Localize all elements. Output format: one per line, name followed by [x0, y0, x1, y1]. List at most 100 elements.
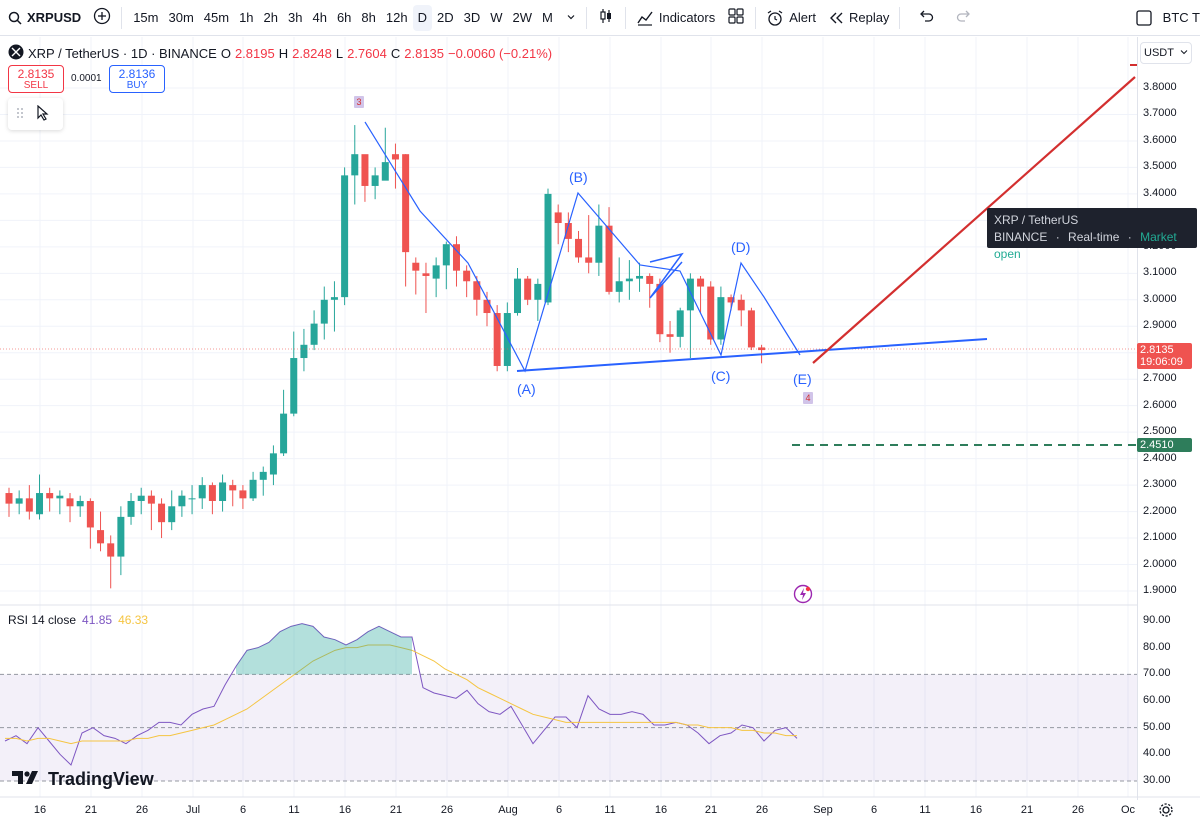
- interval-2h[interactable]: 2h: [263, 10, 279, 25]
- replay-button[interactable]: Replay: [822, 0, 895, 36]
- redo-button[interactable]: [948, 0, 980, 36]
- undo-icon: [918, 9, 934, 26]
- candle-down: [46, 493, 54, 499]
- candlestick-series: [5, 125, 766, 589]
- candle-up: [320, 299, 328, 324]
- buy-button[interactable]: 2.8136 BUY: [109, 65, 165, 93]
- candle-down: [412, 262, 420, 271]
- price-tick: 2.3000: [1143, 478, 1177, 491]
- candle-down: [402, 154, 410, 253]
- interval-2d[interactable]: 2D: [436, 10, 454, 25]
- legend-open: 2.8195: [234, 46, 275, 61]
- sell-price: 2.8135: [17, 67, 55, 81]
- candle-up: [198, 485, 206, 499]
- interval-30m[interactable]: 30m: [168, 10, 194, 25]
- search-icon: [8, 11, 22, 25]
- spread-value: 0.0001: [71, 73, 102, 84]
- layouts-button[interactable]: [721, 0, 751, 36]
- drawing-toolbar: [8, 98, 63, 130]
- candle-down: [158, 503, 166, 523]
- price-tick: 3.4000: [1143, 186, 1177, 199]
- symbol-search[interactable]: XRPUSD: [0, 0, 87, 36]
- chart-type-button[interactable]: [591, 0, 621, 36]
- candle-down: [208, 485, 216, 501]
- cursor-arrow-icon[interactable]: [36, 104, 50, 124]
- candle-up: [351, 154, 359, 176]
- candle-down: [473, 281, 481, 300]
- candle-up: [127, 500, 135, 517]
- indicators-icon: [636, 9, 654, 27]
- indicators-button[interactable]: Indicators: [630, 0, 721, 36]
- interval-d[interactable]: D: [412, 4, 432, 31]
- time-tick: 21: [389, 804, 403, 816]
- interval-2w[interactable]: 2W: [512, 10, 533, 25]
- candle-down: [66, 498, 74, 507]
- candle-up: [686, 278, 694, 311]
- settings-gear-icon[interactable]: [1158, 802, 1174, 821]
- interval-1h[interactable]: 1h: [239, 10, 254, 25]
- rsi-value: 41.85: [82, 613, 113, 627]
- alert-button[interactable]: Alert: [760, 0, 822, 36]
- candle-down: [646, 275, 654, 284]
- interval-4h[interactable]: 4h: [312, 10, 327, 25]
- candle-up: [300, 344, 308, 359]
- interval-3d[interactable]: 3D: [463, 10, 481, 25]
- interval-15m[interactable]: 15m: [133, 10, 159, 25]
- drag-handle-icon[interactable]: [16, 107, 24, 122]
- interval-45m[interactable]: 45m: [203, 10, 230, 25]
- time-tick: 16: [969, 804, 983, 816]
- undo-button[interactable]: [904, 0, 948, 36]
- candle-down: [554, 212, 562, 224]
- drawing-layer: [0, 64, 1137, 446]
- tradingview-logo[interactable]: TradingView: [12, 769, 154, 790]
- toolbar-divider: [585, 6, 587, 29]
- lightning-icon[interactable]: [793, 584, 813, 607]
- interval-3h[interactable]: 3h: [288, 10, 303, 25]
- price-tick: 1.9000: [1143, 584, 1177, 596]
- price-axis[interactable]: [1137, 37, 1200, 800]
- tooltip-exchange: BINANCE: [994, 230, 1048, 244]
- candle-down: [361, 154, 369, 186]
- legend-title: XRP / TetherUS · 1D · BINANCE: [28, 46, 217, 61]
- currency-selector[interactable]: USDT: [1140, 42, 1192, 64]
- wave-c-label: (C): [711, 368, 731, 384]
- rsi-legend[interactable]: RSI 14 close 41.85 46.33: [8, 613, 148, 627]
- top-toolbar: XRPUSD 15m 30m 45m 1h 2h 3h 4h 6h 8h 12h D 2D 3D W 2W M…: [0, 0, 1200, 36]
- price-tick: 3.0000: [1143, 292, 1177, 305]
- chart-grid: [0, 37, 1200, 798]
- compare-symbol-toggle[interactable]: BTC T: [1130, 0, 1200, 36]
- price-tick: 3.7000: [1143, 107, 1177, 120]
- interval-6h[interactable]: 6h: [336, 10, 352, 25]
- tooltip-details: BINANCE · Real-time · Market open: [994, 229, 1190, 263]
- interval-m[interactable]: M: [542, 10, 553, 25]
- tradingview-mark-icon: [12, 769, 42, 790]
- interval-12h[interactable]: 12h: [385, 10, 408, 25]
- interval-8h[interactable]: 8h: [361, 10, 376, 25]
- candle-down: [666, 334, 674, 337]
- price-tick: 2.0000: [1143, 557, 1177, 570]
- interval-dropdown-button[interactable]: [560, 0, 582, 36]
- candle-down: [707, 286, 715, 340]
- sell-button[interactable]: 2.8135 SELL: [8, 65, 64, 93]
- tooltip-title: XRP / TetherUS: [994, 213, 1079, 227]
- compare-button[interactable]: [87, 0, 117, 36]
- wave-d-label: (D): [731, 239, 751, 255]
- wave-3-marker: 3: [354, 96, 364, 108]
- candle-up: [269, 453, 277, 475]
- interval-w[interactable]: W: [490, 10, 503, 25]
- candle-up: [544, 193, 552, 303]
- rsi-tick: 50.00: [1143, 720, 1171, 733]
- candle-down: [107, 543, 115, 557]
- chevron-down-icon: [1180, 47, 1188, 59]
- time-tick: 26: [755, 804, 769, 816]
- time-tick: 26: [135, 804, 149, 816]
- candle-down: [747, 310, 755, 348]
- candle-down: [727, 297, 735, 303]
- branding-label: TradingView: [48, 769, 154, 789]
- candle-down: [737, 299, 745, 311]
- candle-down: [585, 257, 593, 263]
- candle-up: [15, 498, 23, 504]
- candle-up: [442, 244, 450, 266]
